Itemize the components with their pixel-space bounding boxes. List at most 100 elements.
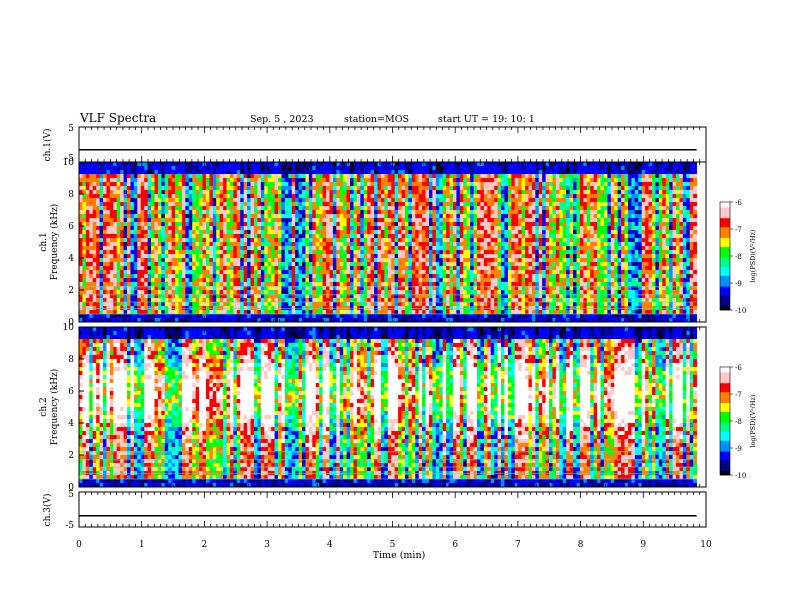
- spectrogram-cell: [185, 302, 190, 307]
- spectrogram-cell: [257, 218, 262, 223]
- spectrogram-cell: [401, 166, 406, 171]
- spectrogram-cell: [284, 218, 289, 223]
- spectrogram-cell: [435, 290, 440, 295]
- spectrogram-cell: [305, 274, 310, 279]
- spectrogram-cell: [411, 278, 416, 283]
- spectrogram-cell: [343, 198, 348, 203]
- spectrogram-cell: [370, 262, 375, 267]
- spectrogram-cell: [329, 218, 334, 223]
- spectrogram-cell: [164, 214, 169, 219]
- spectrogram-cell: [274, 314, 279, 319]
- spectrogram-cell: [185, 170, 190, 175]
- spectrogram-cell: [456, 166, 461, 171]
- spectrogram-cell: [274, 210, 279, 215]
- spectrogram-cell: [411, 182, 416, 187]
- spectrogram-cell: [157, 274, 162, 279]
- spectrogram-cell: [470, 218, 474, 223]
- spectrogram-cell: [298, 286, 303, 291]
- spectrogram-cell: [350, 266, 354, 271]
- spectrogram-cell: [168, 234, 173, 239]
- spectrogram-cell: [82, 310, 87, 315]
- spectrogram-cell: [144, 218, 149, 223]
- spectrogram-cell: [178, 222, 183, 227]
- spectrogram-cell: [442, 262, 447, 267]
- spectrogram-cell: [250, 206, 255, 211]
- spectrogram-cell: [133, 170, 138, 175]
- spectrogram-cell: [473, 194, 478, 199]
- spectrogram-cell: [418, 162, 423, 167]
- spectrogram-cell: [418, 174, 423, 179]
- spectrogram-cell: [332, 278, 337, 283]
- spectrogram-cell: [336, 170, 341, 175]
- spectrogram-cell: [106, 190, 111, 195]
- spectrogram-cell: [439, 250, 444, 255]
- spectrogram-cell: [195, 174, 200, 179]
- spectrogram-cell: [209, 290, 214, 295]
- spectrogram-cell: [260, 214, 265, 219]
- spectrogram-cell: [346, 270, 351, 275]
- spectrogram-cell: [497, 266, 502, 271]
- spectrogram-cell: [106, 250, 111, 255]
- spectrogram-cell: [219, 218, 224, 223]
- spectrogram-cell: [137, 266, 142, 271]
- spectrogram-cell: [120, 242, 124, 247]
- spectrogram-cell: [240, 258, 245, 263]
- spectrogram-cell: [127, 270, 131, 275]
- spectrogram-cell: [394, 314, 399, 319]
- spectrogram-cell: [401, 182, 406, 187]
- spectrogram-cell: [288, 318, 293, 323]
- spectrogram-cell: [298, 174, 303, 179]
- spectrogram-cell: [168, 178, 173, 183]
- spectrogram-cell: [302, 234, 306, 239]
- spectrogram-cell: [305, 170, 310, 175]
- spectrogram-cell: [233, 250, 238, 255]
- spectrogram-cell: [425, 206, 430, 211]
- spectrogram-cell: [236, 162, 241, 167]
- spectrogram-cell: [415, 302, 420, 307]
- spectrogram-cell: [267, 226, 272, 231]
- spectrogram-cell: [151, 214, 155, 219]
- spectrogram-cell: [137, 162, 142, 167]
- spectrogram-cell: [494, 210, 498, 215]
- spectrogram-cell: [302, 262, 306, 267]
- spectrogram-cell: [319, 274, 324, 279]
- spectrogram-cell: [428, 226, 433, 231]
- spectrogram-cell: [130, 310, 135, 315]
- spectrogram-cell: [418, 190, 423, 195]
- spectrogram-cell: [332, 198, 337, 203]
- spectrogram-cell: [264, 310, 269, 315]
- spectrogram-cell: [223, 170, 227, 175]
- spectrogram-cell: [96, 242, 100, 247]
- spectrogram-cell: [459, 182, 464, 187]
- spectrogram-cell: [319, 186, 324, 191]
- spectrogram-cell: [346, 170, 351, 175]
- spectrogram-cell: [425, 198, 430, 203]
- spectrogram-cell: [401, 314, 406, 319]
- spectrogram-cell: [89, 246, 94, 251]
- spectrogram-cell: [428, 282, 433, 287]
- spectrogram-cell: [356, 250, 361, 255]
- spectrogram-cell: [219, 170, 224, 175]
- spectrogram-cell: [401, 318, 406, 323]
- spectrogram-cell: [295, 170, 299, 175]
- spectrogram-cell: [144, 174, 149, 179]
- spectrogram-cell: [425, 202, 430, 207]
- spectrogram-cell: [233, 234, 238, 239]
- spectrogram-cell: [336, 266, 341, 271]
- spectrogram-cell: [271, 178, 275, 183]
- spectrogram-cell: [422, 234, 426, 239]
- spectrogram-cell: [202, 310, 207, 315]
- spectrogram-cell: [452, 186, 457, 191]
- spectrogram-cell: [312, 214, 317, 219]
- spectrogram-cell: [99, 258, 104, 263]
- spectrogram-cell: [291, 222, 296, 227]
- spectrogram-cell: [240, 198, 245, 203]
- spectrogram-cell: [422, 182, 426, 187]
- spectrogram-cell: [302, 266, 306, 271]
- spectrogram-cell: [422, 246, 426, 251]
- spectrogram-cell: [127, 166, 131, 171]
- spectrogram-cell: [219, 246, 224, 251]
- spectrogram-cell: [302, 258, 306, 263]
- spectrogram-cell: [113, 262, 118, 267]
- spectrogram-cell: [298, 190, 303, 195]
